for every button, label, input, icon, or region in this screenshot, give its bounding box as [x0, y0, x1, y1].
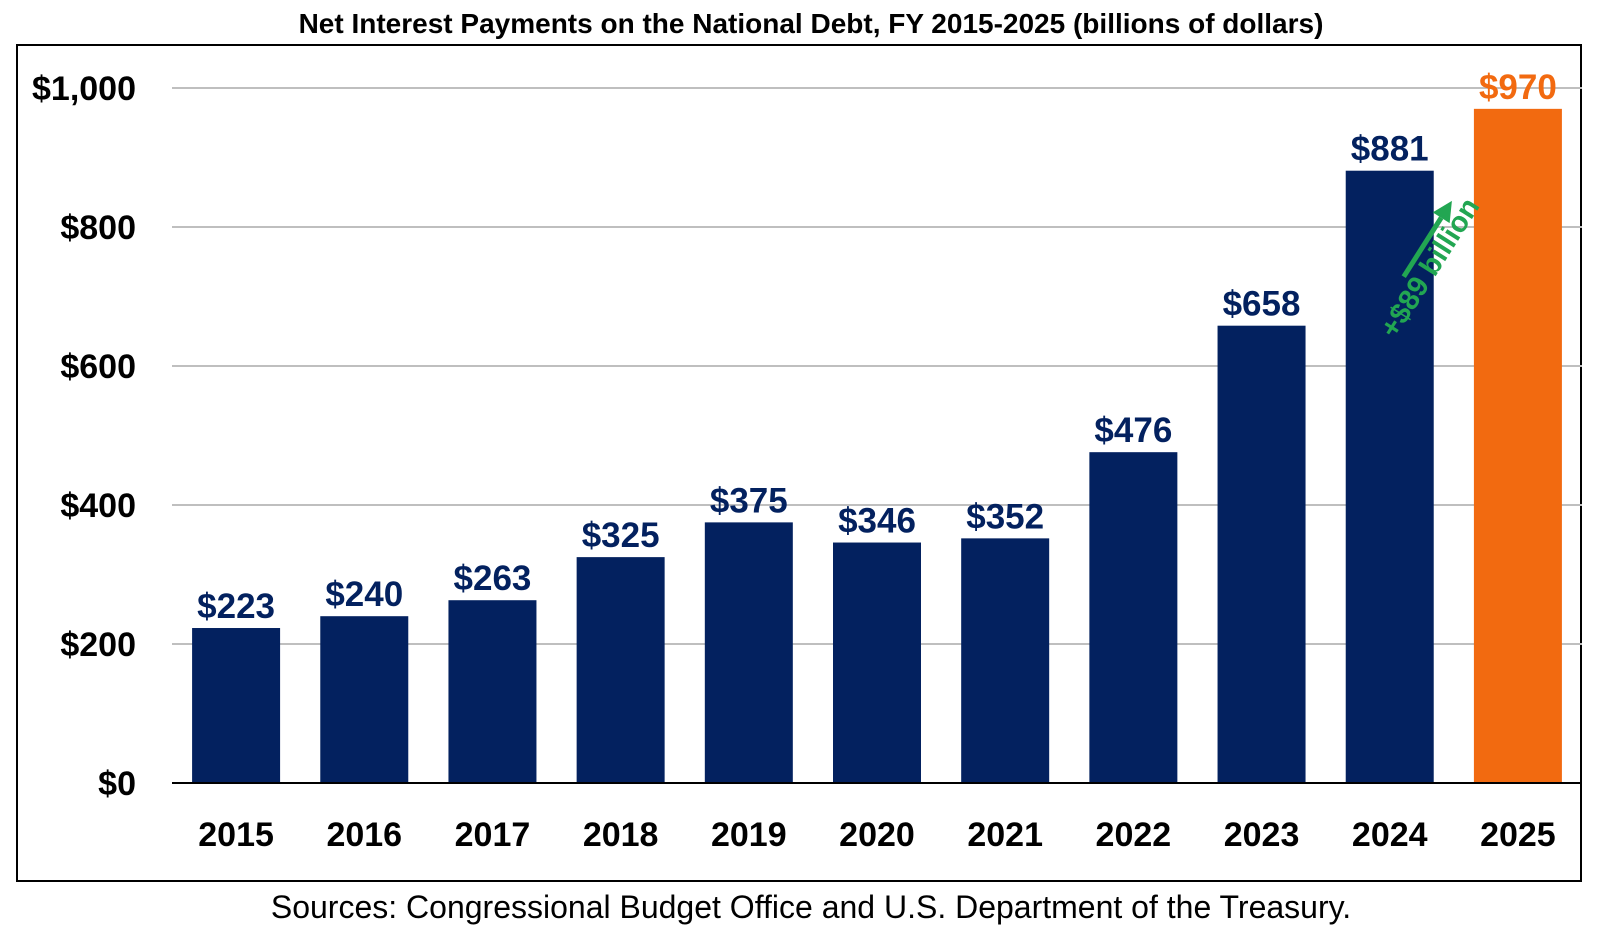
y-tick-label: $1,000: [32, 70, 136, 108]
bar-2015: [192, 628, 281, 783]
y-tick-label: $800: [60, 209, 136, 247]
x-tick-label: 2018: [583, 816, 659, 854]
y-tick-label: $600: [60, 348, 136, 386]
data-label: $240: [325, 575, 403, 614]
data-label: $476: [1094, 411, 1172, 450]
chart-frame: [16, 44, 1582, 882]
x-tick-label: 2019: [711, 816, 787, 854]
x-tick-label: 2017: [455, 816, 531, 854]
data-label: $223: [197, 587, 275, 626]
x-tick-label: 2024: [1352, 816, 1428, 854]
y-tick-label: $200: [60, 626, 136, 664]
x-tick-label: 2022: [1096, 816, 1172, 854]
bars: [192, 108, 1562, 784]
x-tick-label: 2023: [1224, 816, 1300, 854]
bar-2021: [961, 538, 1050, 783]
bar-2017: [448, 600, 537, 783]
chart-title: Net Interest Payments on the National De…: [298, 8, 1324, 39]
y-tick-label: $0: [98, 765, 136, 803]
data-label: $881: [1351, 130, 1429, 169]
bar-2023: [1217, 325, 1306, 783]
annotation-arrowhead: [1432, 200, 1452, 224]
annotation-arrow-shaft: [1401, 216, 1444, 279]
y-tick-label: $400: [60, 487, 136, 525]
bar-2018: [576, 557, 665, 783]
data-labels: $223 $240 $263 $325 $375 $346 $352 $476 $658 $881…: [197, 68, 1557, 626]
x-tick-label: 2020: [839, 816, 915, 854]
data-label: $263: [454, 559, 532, 598]
bar-2024: [1345, 170, 1434, 783]
x-tick-label: 2016: [326, 816, 402, 854]
data-label: $375: [710, 481, 788, 520]
data-label: $352: [966, 497, 1044, 536]
data-label: $346: [838, 502, 916, 541]
x-tick-label: 2015: [198, 816, 274, 854]
x-tick-label: 2025: [1480, 816, 1556, 854]
x-tick-label: 2021: [967, 816, 1043, 854]
chart-source-note: Sources: Congressional Budget Office and…: [270, 889, 1352, 925]
y-axis-tick-labels: $0 $200 $400 $600 $800 $1,000: [32, 70, 136, 803]
bar-2016: [320, 616, 409, 783]
bar-2019: [704, 522, 793, 783]
data-label: $658: [1223, 285, 1301, 324]
x-axis-tick-labels: 2015 2016 2017 2018 2019 2020 2021 2022 2023 2024…: [198, 816, 1555, 854]
data-label: $325: [582, 516, 660, 555]
bar-2020: [833, 542, 921, 783]
bar-2022: [1089, 452, 1178, 783]
data-label: $970: [1479, 68, 1557, 107]
bar-2025: [1473, 108, 1562, 784]
